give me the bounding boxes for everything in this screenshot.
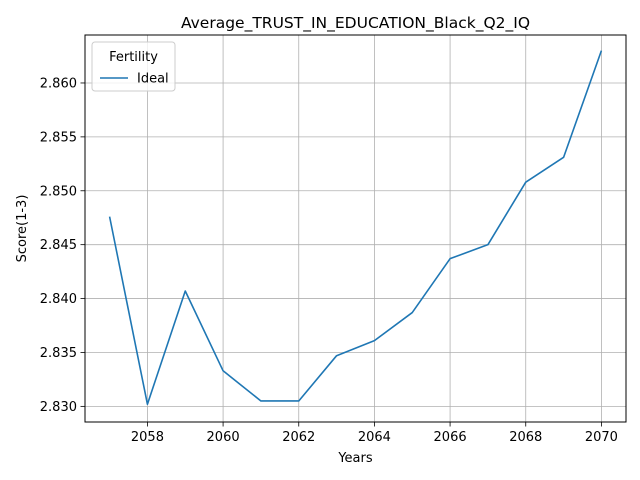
y-tick-label: 2.835 <box>40 346 77 361</box>
x-tick-label: 2064 <box>358 430 391 445</box>
chart-title: Average_TRUST_IN_EDUCATION_Black_Q2_IQ <box>181 14 530 33</box>
y-tick-label: 2.845 <box>40 238 77 253</box>
x-axis-label: Years <box>337 451 373 466</box>
x-tick-label: 2060 <box>207 430 240 445</box>
legend-entries: Ideal <box>100 72 169 87</box>
y-tick-label: 2.860 <box>40 76 77 91</box>
y-axis-label: Score(1-3) <box>15 195 30 263</box>
y-tick-label: 2.855 <box>40 130 77 145</box>
x-tick-label: 2066 <box>434 430 467 445</box>
y-tick-label: 2.840 <box>40 292 77 307</box>
x-axis-ticks: 2058 2060 2062 2064 2066 2068 2070 <box>131 422 618 445</box>
legend-label: Ideal <box>137 72 169 87</box>
x-tick-label: 2070 <box>585 430 618 445</box>
legend: Fertility Ideal <box>91 41 176 92</box>
y-tick-label: 2.830 <box>40 400 77 415</box>
y-tick-label: 2.850 <box>40 184 77 199</box>
x-tick-label: 2062 <box>282 430 315 445</box>
plot-frame <box>84 34 627 423</box>
x-tick-label: 2058 <box>131 430 164 445</box>
y-axis-ticks: 2.830 2.835 2.840 2.845 2.850 2.855 2.860 <box>40 76 85 415</box>
x-tick-label: 2068 <box>509 430 542 445</box>
grid <box>85 35 626 422</box>
series-lines <box>108 50 603 406</box>
series-line <box>108 50 603 406</box>
legend-title: Fertility <box>109 50 158 65</box>
